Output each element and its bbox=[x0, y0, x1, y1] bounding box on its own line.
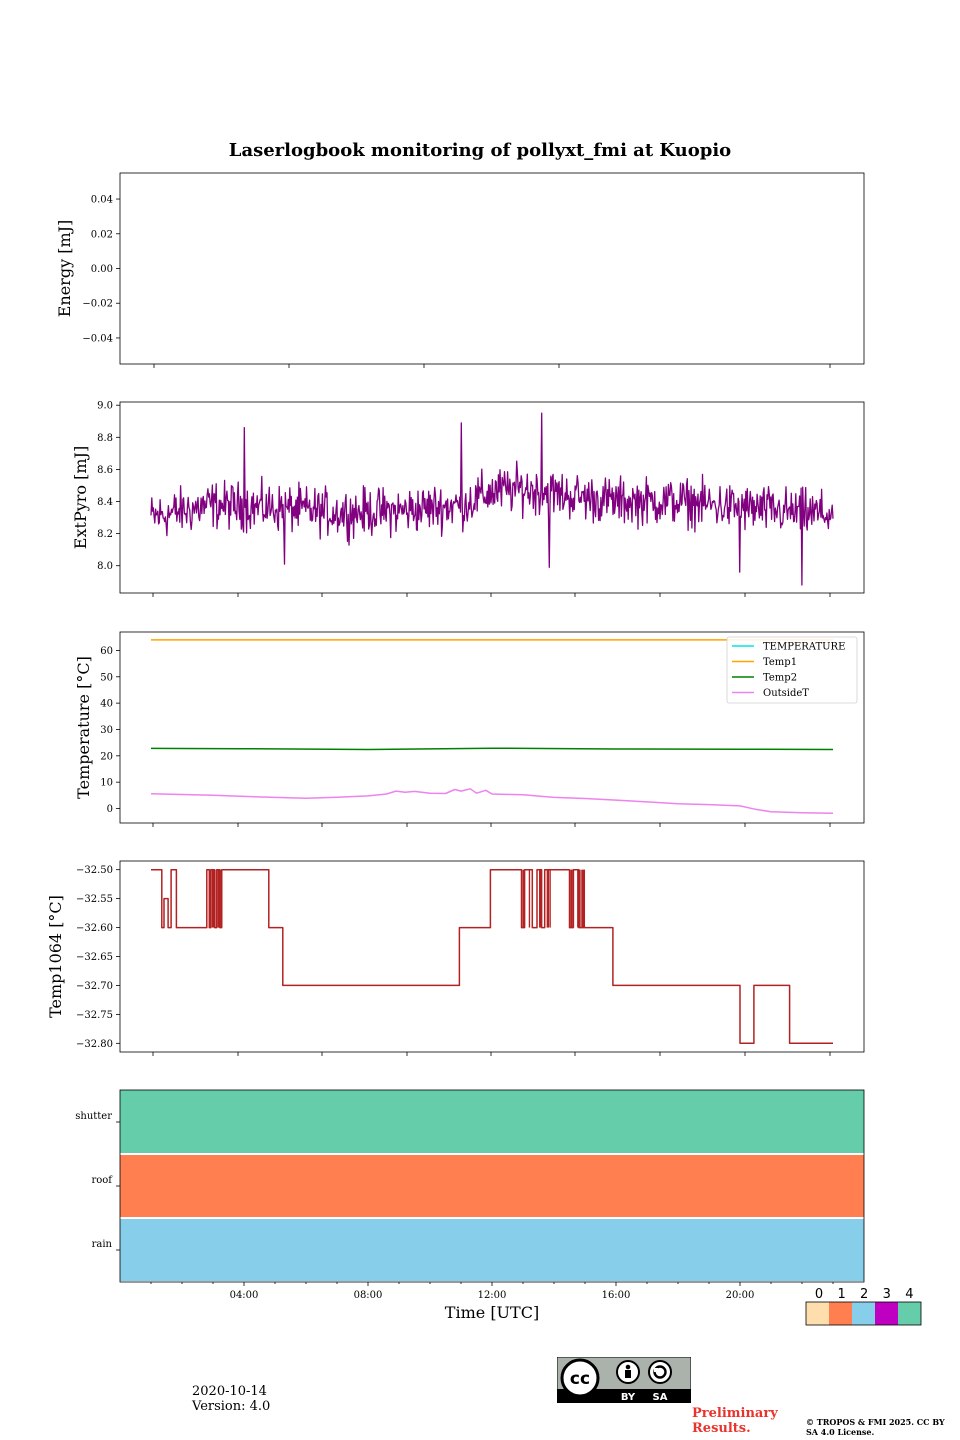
copyright-notice: © TROPOS & FMI 2025. CC BY SA 4.0 Licens… bbox=[806, 1417, 945, 1437]
ytick-label: 10 bbox=[100, 778, 113, 789]
colorbar-swatch-0 bbox=[806, 1302, 829, 1325]
plot-frame bbox=[119, 860, 865, 1053]
series-line-Temp2 bbox=[150, 747, 834, 751]
ytick-label: 8.2 bbox=[97, 529, 113, 540]
legend-label-Temp1: Temp1 bbox=[763, 657, 797, 668]
status-band-roof bbox=[120, 1155, 864, 1217]
ytick-label: −0.04 bbox=[82, 333, 113, 344]
ytick-label: −32.55 bbox=[76, 894, 113, 905]
panel-status: shutter roof rain 04:00 08:00 12:00 16:00 20:00… bbox=[75, 1089, 865, 1322]
ytick-label: 8.0 bbox=[97, 561, 113, 572]
y-axis-label-extpyro: ExtPyro [mJ] bbox=[71, 446, 90, 549]
xtick-label: 08:00 bbox=[354, 1290, 383, 1301]
ytick-label: 0.02 bbox=[91, 229, 113, 240]
colorbar-swatch-4 bbox=[898, 1302, 921, 1325]
legend-label-Temp2: Temp2 bbox=[763, 673, 797, 684]
series-line-OutsideT bbox=[150, 788, 834, 815]
legend: TEMPERATURE Temp1 Temp2 OutsideT bbox=[726, 636, 858, 704]
panel-extpyro: 8.0 8.2 8.4 8.6 8.8 9.0 ExtPyro [mJ] bbox=[71, 401, 865, 597]
series-line-Temp1064 bbox=[151, 868, 833, 1045]
cc-license-badge: cc BY SA bbox=[557, 1357, 691, 1403]
ytick-label: 8.8 bbox=[97, 433, 113, 444]
ytick-label: 0.04 bbox=[91, 195, 113, 206]
xtick-label: 16:00 bbox=[602, 1290, 631, 1301]
row-label-shutter: shutter bbox=[75, 1111, 112, 1122]
colorbar-swatch-1 bbox=[829, 1302, 852, 1325]
plot-area-energy bbox=[120, 173, 864, 364]
ytick-label: 20 bbox=[100, 751, 113, 762]
cc-icon bbox=[560, 1358, 600, 1398]
xtick-label: 12:00 bbox=[478, 1290, 507, 1301]
colorbar-tick-label: 3 bbox=[883, 1287, 891, 1302]
ytick-label: 8.4 bbox=[97, 497, 113, 508]
ytick-label: 60 bbox=[100, 646, 113, 657]
colorbar-tick-label: 0 bbox=[815, 1287, 823, 1302]
y-axis-label-temp1064: Temp1064 [°C] bbox=[46, 895, 65, 1018]
ytick-label: 0 bbox=[107, 804, 113, 815]
preliminary-results-label: Preliminary Results. bbox=[692, 1406, 778, 1436]
row-label-roof: roof bbox=[91, 1175, 113, 1186]
status-band-shutter bbox=[120, 1090, 864, 1153]
row-label-rain: rain bbox=[92, 1239, 113, 1250]
xtick-label: 20:00 bbox=[726, 1290, 755, 1301]
panel-temperature: 0 10 20 30 40 50 60 Temperature [°C] TEMPERATURE… bbox=[74, 631, 865, 827]
y-axis-label-energy: Energy [mJ] bbox=[55, 220, 74, 318]
ytick-label: 8.6 bbox=[97, 465, 113, 476]
sa-label: SA bbox=[653, 1392, 668, 1403]
plot-frame bbox=[119, 172, 865, 365]
legend-label-TEMPERATURE: TEMPERATURE bbox=[763, 642, 845, 653]
ytick-label: −32.75 bbox=[76, 1010, 113, 1021]
plot-area-temp1064 bbox=[120, 861, 864, 1052]
colorbar-swatch-2 bbox=[852, 1302, 875, 1325]
cc-icon-text: cc bbox=[570, 1369, 590, 1389]
ytick-label: 40 bbox=[100, 699, 113, 710]
plot-frame bbox=[119, 631, 865, 824]
plot-frame bbox=[119, 401, 865, 594]
ytick-label: −32.70 bbox=[76, 981, 113, 992]
legend-frame bbox=[726, 636, 858, 704]
xtick-label: 04:00 bbox=[230, 1290, 259, 1301]
share-alike-icon bbox=[648, 1360, 672, 1384]
series-line-ExtPyro bbox=[150, 412, 834, 586]
ytick-label: −32.50 bbox=[76, 865, 113, 876]
colorbar-tick-label: 2 bbox=[860, 1287, 868, 1302]
status-band-rain bbox=[120, 1219, 864, 1281]
date-label: 2020-10-14 bbox=[192, 1384, 267, 1399]
colorbar-frame bbox=[805, 1301, 922, 1326]
colorbar-tick-label: 1 bbox=[837, 1287, 845, 1302]
ytick-label: 0.00 bbox=[91, 264, 113, 275]
colorbar-swatch-3 bbox=[875, 1302, 898, 1325]
panel-energy: −0.04 −0.02 0.00 0.02 0.04 Energy [mJ] bbox=[55, 172, 865, 368]
version-label: Version: 4.0 bbox=[192, 1399, 271, 1414]
legend-label-OutsideT: OutsideT bbox=[763, 688, 809, 699]
panel-temp1064: −32.80 −32.75 −32.70 −32.65 −32.60 −32.55 −32.… bbox=[46, 860, 865, 1056]
y-axis-label-temperature: Temperature [°C] bbox=[74, 656, 93, 799]
series-flicker-Temp1064 bbox=[569, 869, 586, 928]
ytick-label: 50 bbox=[100, 672, 113, 683]
ytick-label: 30 bbox=[100, 725, 113, 736]
ytick-label: −32.60 bbox=[76, 923, 113, 934]
ytick-label: −0.02 bbox=[82, 299, 113, 310]
figure-title: Laserlogbook monitoring of pollyxt_fmi a… bbox=[228, 140, 732, 161]
ytick-label: −32.80 bbox=[76, 1039, 113, 1050]
ytick-label: 9.0 bbox=[97, 401, 113, 412]
x-axis-label: Time [UTC] bbox=[445, 1303, 539, 1322]
by-label: BY bbox=[621, 1392, 636, 1403]
ytick-label: −32.65 bbox=[76, 952, 113, 963]
colorbar-tick-label: 4 bbox=[905, 1287, 913, 1302]
